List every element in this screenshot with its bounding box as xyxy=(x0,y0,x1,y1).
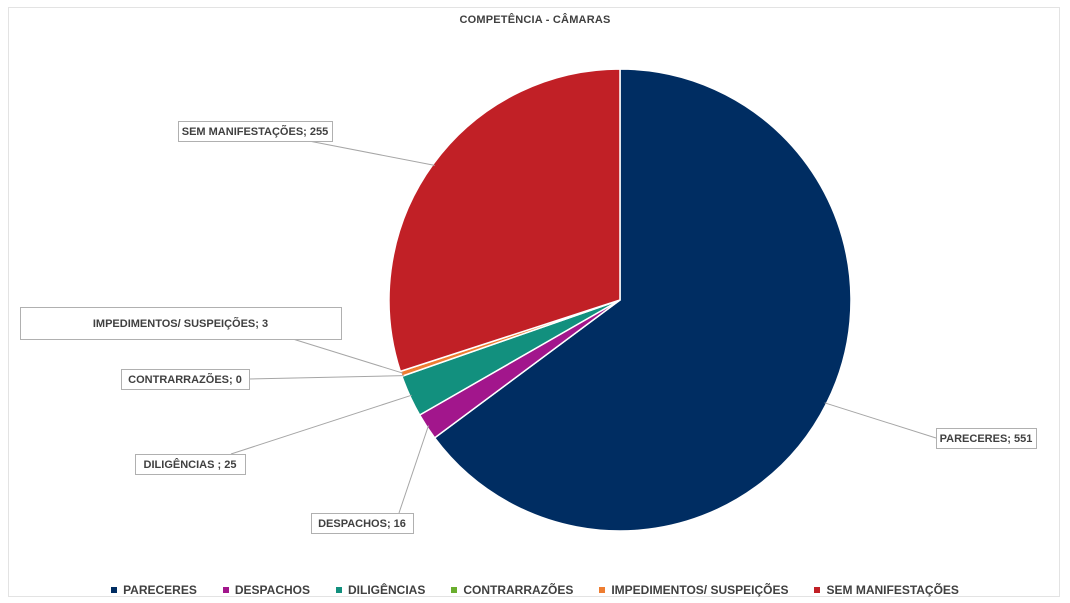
leader-line-pareceres xyxy=(824,402,937,439)
legend-item-sem-manifestacoes[interactable]: SEM MANIFESTAÇÕES xyxy=(814,583,959,597)
pie-slice-sem-manifestacoes[interactable] xyxy=(388,68,621,373)
legend-swatch-pareceres xyxy=(111,587,118,593)
leader-line-despachos xyxy=(398,425,429,514)
legend-swatch-sem-manifestacoes xyxy=(814,587,821,593)
data-label-box-impedimentos-suspeicoes xyxy=(20,307,342,340)
legend-swatch-contrarrazoes xyxy=(451,587,458,593)
data-label-box-diligencias xyxy=(135,454,246,475)
chart-title: COMPETÊNCIA - CÂMARAS xyxy=(459,14,611,26)
data-label-contrarrazoes: CONTRARRAZÕES; 0 xyxy=(128,373,242,386)
data-label-pareceres: PARECERES; 551 xyxy=(940,433,1033,445)
data-label-despachos: DESPACHOS; 16 xyxy=(318,518,406,530)
legend-item-diligencias[interactable]: DILIGÊNCIAS xyxy=(335,583,426,597)
data-label-impedimentos-suspeicoes: IMPEDIMENTOS/ SUSPEIÇÕES; 3 xyxy=(93,317,268,330)
data-label-box-contrarrazoes xyxy=(121,369,250,390)
legend-label-sem-manifestacoes: SEM MANIFESTAÇÕES xyxy=(826,583,959,597)
legend-label-pareceres: PARECERES xyxy=(123,583,197,597)
leader-line-diligencias xyxy=(230,394,412,455)
legend: PARECERES DESPACHOS DILIGÊNCIAS CONTRARRAZÕ… xyxy=(0,583,1070,597)
data-label-box-pareceres xyxy=(936,428,1037,449)
legend-swatch-impedimentos-suspeicoes xyxy=(599,587,606,593)
legend-item-impedimentos-suspeicoes[interactable]: IMPEDIMENTOS/ SUSPEIÇÕES xyxy=(599,583,788,597)
legend-swatch-despachos xyxy=(222,587,229,593)
leader-line-impedimentos-suspeicoes xyxy=(292,338,404,374)
data-label-diligencias: DILIGÊNCIAS ; 25 xyxy=(144,458,237,471)
leader-line-sem-manifestacoes xyxy=(308,140,435,166)
data-label-box-sem-manifestacoes xyxy=(178,121,333,142)
data-label-sem-manifestacoes: SEM MANIFESTAÇÕES; 255 xyxy=(182,125,329,138)
leader-line-contrarrazoes xyxy=(248,375,404,380)
legend-label-despachos: DESPACHOS xyxy=(234,583,310,597)
legend-label-impedimentos-suspeicoes: IMPEDIMENTOS/ SUSPEIÇÕES xyxy=(611,583,789,597)
legend-label-diligencias: DILIGÊNCIAS xyxy=(347,583,426,597)
legend-item-despachos[interactable]: DESPACHOS xyxy=(222,583,310,597)
legend-label-contrarrazoes: CONTRARRAZÕES xyxy=(463,583,574,597)
legend-item-contrarrazoes[interactable]: CONTRARRAZÕES xyxy=(451,583,573,597)
legend-swatch-diligencias xyxy=(335,587,342,593)
legend-item-pareceres[interactable]: PARECERES xyxy=(111,583,197,597)
data-label-box-despachos xyxy=(311,513,414,534)
